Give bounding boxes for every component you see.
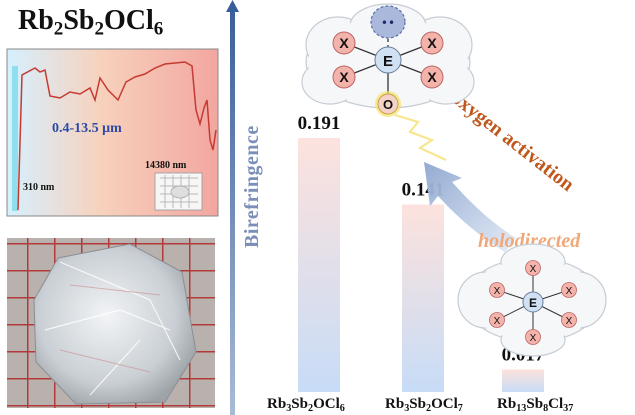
svg-text:X: X — [339, 69, 349, 85]
transmission-spectrum-panel: 0.4-13.5 μm 310 nm 14380 nm — [6, 48, 219, 217]
holodirected-label: holodirected — [478, 230, 581, 252]
svg-text:X: X — [566, 286, 573, 297]
ligand-x: X — [525, 329, 541, 345]
category-label: Rb3Sb2OCl7 — [385, 396, 463, 414]
svg-text:X: X — [494, 316, 501, 327]
category-label: Rb3Sb2OCl6 — [267, 396, 345, 414]
bar-1 — [298, 137, 340, 392]
lightning-glow — [394, 113, 447, 161]
category-label: Rb13Sb8Cl37 — [497, 396, 574, 414]
y-axis-label: Birefringence — [241, 125, 263, 248]
central-atom-e-label: E — [529, 296, 537, 310]
spectrum-cutoff-low: 310 nm — [23, 182, 55, 193]
ligand-x: X — [489, 312, 505, 328]
central-atom-e — [374, 46, 402, 74]
transmission-curve — [17, 61, 217, 211]
ligand-x: X — [561, 312, 577, 328]
svg-text:X: X — [494, 286, 501, 297]
bar-3 — [502, 369, 544, 392]
ligand-x: X — [525, 260, 541, 276]
svg-text:X: X — [427, 69, 437, 85]
ligand-x: X — [332, 31, 356, 55]
svg-text:O: O — [383, 97, 393, 112]
central-atom-e-label: E — [383, 53, 393, 70]
compound-formula-title: Rb2Sb2OCl6 — [18, 5, 164, 40]
svg-text:X: X — [566, 316, 573, 327]
ligand-x: X — [420, 31, 444, 55]
oxygen-activation-label: oxygen activation — [447, 87, 578, 196]
bar-2 — [402, 204, 444, 392]
ligand-x: X — [561, 282, 577, 298]
activation-arrow — [424, 162, 516, 252]
bar-value-label: 0.191 — [298, 113, 341, 134]
ligand-x: X — [332, 65, 356, 89]
central-atom-e — [522, 291, 544, 313]
ligand-x: X — [489, 282, 505, 298]
ligand-x: X — [420, 65, 444, 89]
lone-pair-dots: •• — [381, 16, 395, 30]
cluster-bottom: E X X X X X X — [457, 243, 607, 357]
y-axis — [226, 0, 239, 415]
svg-text:X: X — [339, 35, 349, 51]
svg-text:X: X — [427, 35, 437, 51]
svg-text:X: X — [530, 264, 537, 275]
lone-pair-lobe — [370, 5, 406, 39]
crystal-photo — [7, 238, 215, 408]
svg-text:X: X — [530, 333, 537, 344]
spectrum-cutoff-high: 14380 nm — [145, 160, 187, 171]
inset-crystal-photo — [154, 172, 203, 211]
cluster-top: •• E X X X X O — [301, 3, 475, 117]
spectrum-range-label: 0.4-13.5 μm — [52, 121, 122, 136]
oxygen-atom: O — [375, 91, 401, 117]
